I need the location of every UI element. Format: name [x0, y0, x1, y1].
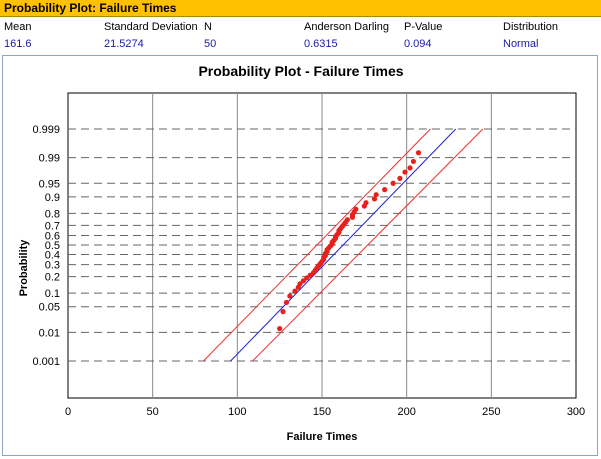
x-axis-label: Failure Times — [287, 431, 358, 443]
ci-lower-line — [252, 128, 484, 362]
data-point — [363, 200, 369, 206]
statistics-table: Mean 161.6 Standard Deviation 21.5274 N … — [0, 18, 601, 54]
data-point — [297, 281, 303, 287]
window-title-bar: Probability Plot: Failure Times — [0, 0, 601, 17]
data-point — [300, 278, 306, 284]
stat-value-std-dev: 21.5274 — [104, 38, 144, 50]
probability-plot: Probability Plot - Failure Times 0 50 100 1… — [18, 63, 585, 443]
data-point — [373, 192, 379, 198]
y-tick-label: 0.999 — [32, 124, 60, 136]
y-tick-label: 0.4 — [45, 250, 60, 262]
x-tick-label: 50 — [147, 406, 159, 418]
data-point — [390, 180, 396, 186]
data-point — [292, 288, 298, 294]
y-tick-label: 0.05 — [39, 302, 60, 314]
x-tick-label: 250 — [482, 406, 500, 418]
x-tick-label: 150 — [313, 406, 331, 418]
y-tick-label: 0.7 — [45, 220, 60, 232]
data-point — [287, 293, 293, 299]
data-point — [353, 206, 359, 212]
stat-value-anderson-darling: 0.6315 — [304, 38, 338, 50]
stat-value-n: 50 — [204, 38, 217, 50]
data-point — [407, 165, 413, 171]
data-point — [283, 299, 290, 306]
y-tick-label: 0.8 — [45, 208, 60, 220]
x-tick-labels: 0 50 100 150 200 250 300 — [65, 406, 585, 418]
y-tick-label: 0.2 — [45, 272, 60, 284]
y-tick-label: 0.1 — [45, 288, 60, 300]
fit-lines — [203, 128, 484, 362]
y-tick-label: 0.5 — [45, 240, 60, 252]
x-tick-label: 100 — [228, 406, 246, 418]
y-tick-label: 0.9 — [45, 192, 60, 204]
y-tick-label: 0.6 — [45, 230, 60, 242]
stat-value-p-value: 0.094 — [404, 38, 432, 50]
chart-title: Probability Plot - Failure Times — [198, 63, 403, 79]
data-point — [402, 169, 408, 175]
data-point — [397, 175, 403, 181]
data-point — [344, 217, 350, 223]
x-tick-label: 300 — [567, 406, 585, 418]
chart-panel: Probability Plot - Failure Times 0 50 100 1… — [2, 55, 598, 456]
stat-value-distribution: Normal — [503, 38, 539, 50]
y-axis-label: Probability — [18, 239, 30, 297]
y-tick-label: 0.99 — [39, 153, 60, 165]
fit-line — [230, 128, 457, 362]
data-point — [371, 196, 378, 202]
y-tick-label: 0.95 — [39, 178, 60, 190]
gridlines — [68, 93, 576, 398]
stat-label-anderson-darling: Anderson Darling — [304, 21, 389, 33]
y-tick-label: 0.3 — [45, 260, 60, 272]
x-tick-label: 0 — [65, 406, 71, 418]
stat-label-mean: Mean — [4, 21, 32, 33]
stat-label-std-dev: Standard Deviation — [104, 21, 198, 33]
stat-value-mean: 161.6 — [4, 38, 32, 50]
data-point — [410, 158, 417, 165]
y-tick-labels: 0.001 0.01 0.05 0.1 0.20.30.40.50.60.70.8 0.9… — [32, 124, 60, 368]
ci-upper-line — [203, 128, 431, 362]
stat-label-p-value: P-Value — [404, 21, 443, 33]
data-points — [277, 150, 422, 332]
stat-label-distribution: Distribution — [503, 21, 559, 33]
window-title: Probability Plot: Failure Times — [4, 1, 177, 15]
data-point — [415, 150, 422, 156]
stat-label-n: N — [204, 21, 212, 33]
y-tick-label: 0.01 — [39, 327, 60, 339]
data-point — [382, 187, 388, 193]
data-point — [280, 309, 286, 315]
data-point — [277, 325, 283, 332]
x-tick-label: 200 — [397, 406, 415, 418]
y-tick-label: 0.001 — [32, 356, 60, 368]
